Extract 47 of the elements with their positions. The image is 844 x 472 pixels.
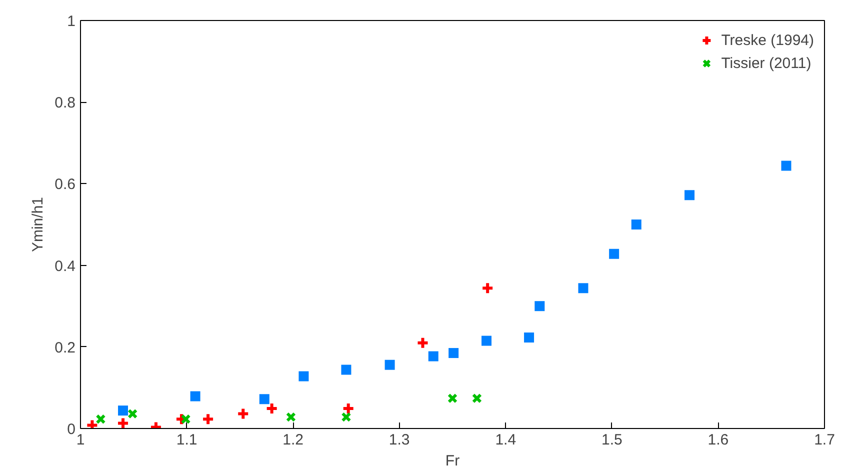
point <box>116 416 130 428</box>
point <box>259 394 270 404</box>
point <box>781 160 792 171</box>
point <box>631 220 642 230</box>
point <box>96 414 106 424</box>
legend-label: Treske (1994) <box>721 32 814 48</box>
point <box>341 364 352 375</box>
x-tick-label: 1.5 <box>602 432 622 448</box>
point <box>118 406 128 416</box>
point <box>341 412 352 422</box>
y-tick-label: 1 <box>67 13 76 30</box>
point <box>524 332 534 343</box>
x-tick-label: 1.1 <box>176 432 198 448</box>
point <box>128 408 138 419</box>
point <box>342 402 355 416</box>
y-tick-label: 0.4 <box>54 258 76 275</box>
point <box>202 412 215 426</box>
point <box>428 351 438 362</box>
point <box>180 414 191 424</box>
point <box>609 248 620 259</box>
point <box>416 336 430 350</box>
y-tick-label: 0.2 <box>54 339 76 356</box>
x-tick-label: 1.7 <box>814 432 835 448</box>
x-tick-label: 1.3 <box>388 432 410 448</box>
point <box>472 393 482 404</box>
point <box>384 360 395 370</box>
point <box>447 393 458 404</box>
y-axis-title: Ymin/h1 <box>30 196 47 252</box>
point <box>265 402 278 416</box>
x-tick-label: 1.2 <box>282 432 304 448</box>
point <box>190 391 200 402</box>
point <box>298 371 309 382</box>
y-tick-label: 0.8 <box>54 94 76 112</box>
point <box>684 190 695 200</box>
point <box>482 336 492 346</box>
y-tick-label: 0.6 <box>54 176 76 194</box>
point <box>286 412 296 422</box>
x-tick-label: 1.6 <box>708 432 729 448</box>
x-tick-label: 1.4 <box>495 432 516 448</box>
x-axis-title: Fr <box>445 452 460 470</box>
point <box>481 282 494 295</box>
point <box>448 348 459 358</box>
point <box>236 407 250 420</box>
point <box>534 301 545 312</box>
legend-label: Tissier (2011) <box>721 54 812 72</box>
point <box>578 283 588 294</box>
y-tick-label: 0 <box>67 421 76 438</box>
